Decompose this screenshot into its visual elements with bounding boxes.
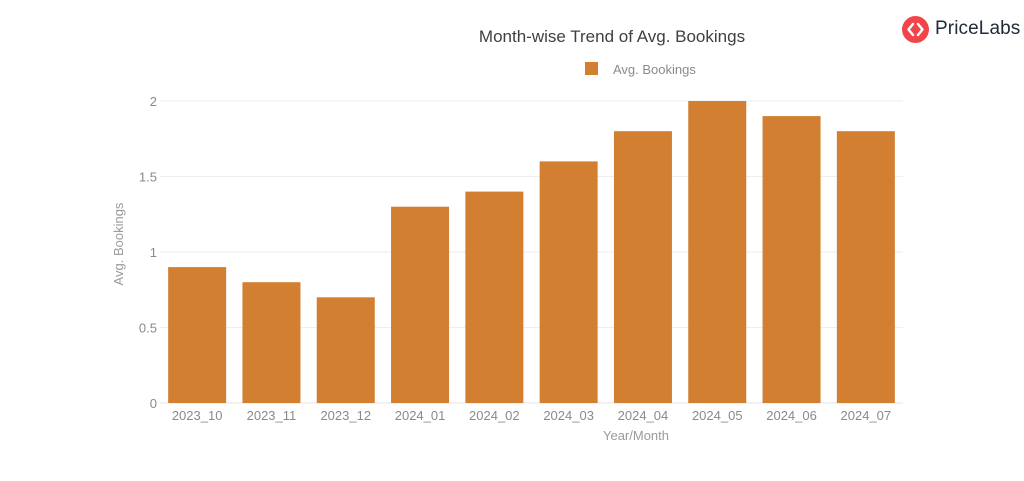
y-tick-label: 1: [150, 245, 157, 260]
bar-2024_02[interactable]: [465, 191, 524, 403]
bar-2023_12[interactable]: [316, 297, 375, 403]
bar-2024_06[interactable]: [762, 116, 821, 403]
y-tick-labels: 0 0.5 1 1.5 2: [139, 94, 157, 411]
x-tick-label: 2023_12: [320, 408, 371, 423]
x-tick-label: 2024_03: [543, 408, 594, 423]
pricelabs-logo[interactable]: PriceLabs: [902, 14, 1020, 44]
bar-2024_07[interactable]: [836, 131, 895, 403]
y-tick-label: 0.5: [139, 321, 157, 336]
x-tick-label: 2024_05: [692, 408, 743, 423]
bar-2024_04[interactable]: [613, 131, 672, 403]
bar-2024_01[interactable]: [391, 206, 450, 403]
bar-2024_05[interactable]: [688, 101, 747, 403]
bar-2024_03[interactable]: [539, 161, 598, 403]
x-tick-label: 2024_07: [841, 408, 892, 423]
bars: [168, 101, 895, 403]
x-tick-label: 2024_01: [395, 408, 446, 423]
y-tick-label: 1.5: [139, 170, 157, 185]
x-tick-label: 2023_10: [172, 408, 223, 423]
brand-name: PriceLabs: [935, 18, 1021, 39]
y-axis-label: Avg. Bookings: [111, 202, 126, 285]
x-tick-label: 2024_02: [469, 408, 520, 423]
legend-swatch: [585, 62, 598, 75]
bar-2023_10[interactable]: [168, 267, 227, 403]
pricelabs-logo-icon: [902, 15, 929, 43]
y-tick-label: 0: [150, 396, 157, 411]
legend-label: Avg. Bookings: [613, 62, 696, 77]
chart-title: Month-wise Trend of Avg. Bookings: [479, 27, 745, 46]
bar-2023_11[interactable]: [242, 282, 301, 403]
x-axis-label: Year/Month: [603, 428, 669, 443]
x-tick-label: 2024_04: [618, 408, 669, 423]
x-tick-labels: 2023_10 2023_11 2023_12 2024_01 2024_02 2024_…: [172, 408, 891, 423]
y-tick-label: 2: [150, 94, 157, 109]
x-tick-label: 2023_11: [247, 408, 297, 423]
legend[interactable]: Avg. Bookings: [585, 62, 696, 77]
x-tick-label: 2024_06: [766, 408, 817, 423]
